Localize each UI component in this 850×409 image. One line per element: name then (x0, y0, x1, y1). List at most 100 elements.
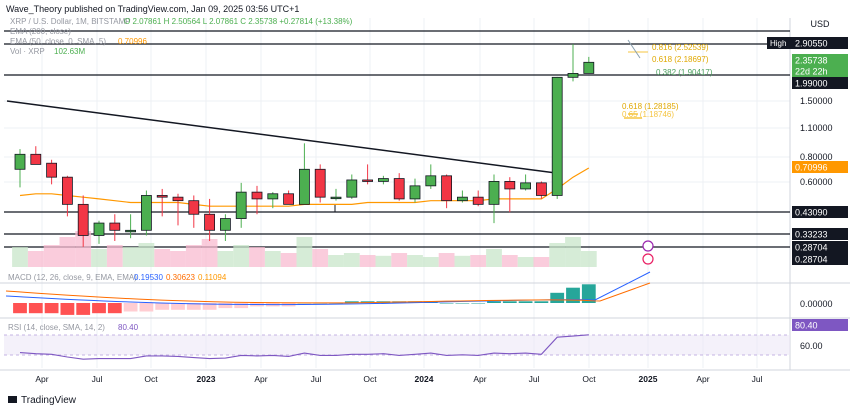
candle-down[interactable] (393, 178, 405, 200)
macd-hist-bar (581, 284, 596, 303)
candle-up[interactable] (125, 229, 136, 233)
candle-up[interactable] (409, 185, 421, 200)
candle-up[interactable] (14, 153, 26, 170)
candle-down[interactable] (46, 162, 57, 178)
candle-up[interactable] (140, 195, 152, 231)
candle-down[interactable] (251, 191, 263, 200)
time-label: Jul (311, 374, 322, 384)
fib-label-4: 0.618 (2.18697) (652, 55, 709, 64)
macd-hist-bar (566, 287, 580, 303)
legend-ohlc: O 2.07861 H 2.50564 L 2.07861 C 2.35738 … (124, 17, 353, 26)
fib-label-3: 0.816 (2.52539) (652, 43, 709, 52)
legend-ema50: EMA (50, close, 0, SMA, 5) (10, 37, 106, 46)
candle-up[interactable] (93, 222, 105, 236)
candle-up[interactable] (298, 168, 310, 205)
macd-hist-bar (60, 303, 75, 315)
rsi-tick: 60.00 (800, 341, 823, 351)
legend-symbol: XRP / U.S. Dollar, 1M, BITSTAMP (10, 17, 131, 26)
candle-up[interactable] (488, 181, 500, 205)
time-label: Apr (35, 374, 48, 384)
macd-hist-bar (471, 303, 486, 304)
candle-up[interactable] (520, 182, 531, 190)
rsi-price-label-bg (792, 319, 848, 331)
macd-hist-bar (502, 301, 517, 303)
candle-down[interactable] (441, 175, 453, 202)
volume-bar (154, 249, 171, 267)
volume-bar (217, 251, 234, 267)
candle-down[interactable] (30, 153, 42, 165)
candle-down[interactable] (156, 195, 168, 198)
time-label: 2024 (415, 374, 434, 384)
candle-up[interactable] (235, 191, 247, 219)
volume-bar (343, 253, 360, 267)
tradingview-logo-icon (8, 396, 17, 403)
volume-bar (486, 249, 502, 267)
volume-bar (391, 253, 408, 267)
trend-line (6, 100, 557, 174)
volume-bar (122, 247, 139, 267)
candle-up[interactable] (219, 218, 231, 231)
candle-up[interactable] (377, 178, 389, 182)
fib-label-2: 0.65 (1.18746) (622, 110, 674, 119)
volume-bar (438, 253, 455, 267)
candle-down[interactable] (188, 200, 200, 215)
alert-icon[interactable] (642, 240, 654, 252)
level-0.43-label-bg (792, 206, 848, 218)
candle-down[interactable] (77, 203, 89, 236)
candle-down[interactable] (172, 196, 184, 202)
price-tick: 0.60000 (800, 177, 833, 187)
flash-icon[interactable] (642, 253, 654, 265)
level-1.99-label-bg (792, 77, 848, 89)
ema50-price-label-bg (792, 161, 848, 173)
legend-ema200: EMA (200, close) (10, 27, 71, 36)
time-label: Jul (529, 374, 540, 384)
macd-hist-bar (186, 303, 201, 310)
macd-hist-bar (534, 301, 549, 303)
volume-bar (517, 257, 534, 267)
volume-bar (280, 253, 297, 267)
volume-bar (233, 245, 250, 267)
volume-bar (565, 237, 581, 267)
candle-up[interactable] (583, 61, 595, 74)
candle-down[interactable] (472, 196, 484, 205)
volume-bar (422, 257, 439, 267)
level-0.287-label-b: 0.28704 (795, 255, 828, 265)
last-price-label-bg (792, 54, 848, 66)
legend-vol-value: 102.63M (54, 47, 85, 56)
candle-up[interactable] (567, 73, 579, 78)
time-label: Apr (696, 374, 709, 384)
candle-up[interactable] (346, 179, 358, 198)
candle-down[interactable] (362, 179, 374, 182)
candle-up[interactable] (456, 196, 468, 202)
candle-down[interactable] (536, 182, 547, 196)
volume-bar (249, 247, 265, 267)
volume-bar (375, 255, 392, 267)
level-0.287-label-a: 0.28704 (795, 243, 828, 253)
candle-down[interactable] (283, 193, 295, 205)
volume-bar (264, 251, 281, 267)
candle-down[interactable] (204, 213, 216, 231)
candle-up[interactable] (551, 76, 563, 196)
candle-down[interactable] (109, 222, 121, 231)
countdown-label-bg (792, 65, 848, 77)
macd-hist-bar (44, 303, 59, 314)
rsi-title: RSI (14, close, SMA, 14, 2) (8, 323, 105, 332)
volume-bar (201, 239, 218, 267)
candle-up[interactable] (425, 175, 437, 187)
rsi-value: 80.40 (118, 323, 139, 332)
candle-down[interactable] (62, 176, 73, 205)
rsi-band (4, 335, 790, 355)
time-label: 2023 (197, 374, 216, 384)
candle-up[interactable] (330, 196, 342, 200)
macd-hist-bar (123, 303, 138, 312)
macd-hist-bar (518, 301, 533, 303)
volume-bar (312, 249, 329, 267)
candle-up[interactable] (267, 193, 279, 200)
candle-down[interactable] (504, 181, 516, 190)
candle-down[interactable] (314, 168, 326, 198)
level-0.43-label: 0.43090 (795, 208, 828, 218)
macd-hist-bar (202, 303, 217, 310)
high-tag-bg (767, 37, 792, 49)
